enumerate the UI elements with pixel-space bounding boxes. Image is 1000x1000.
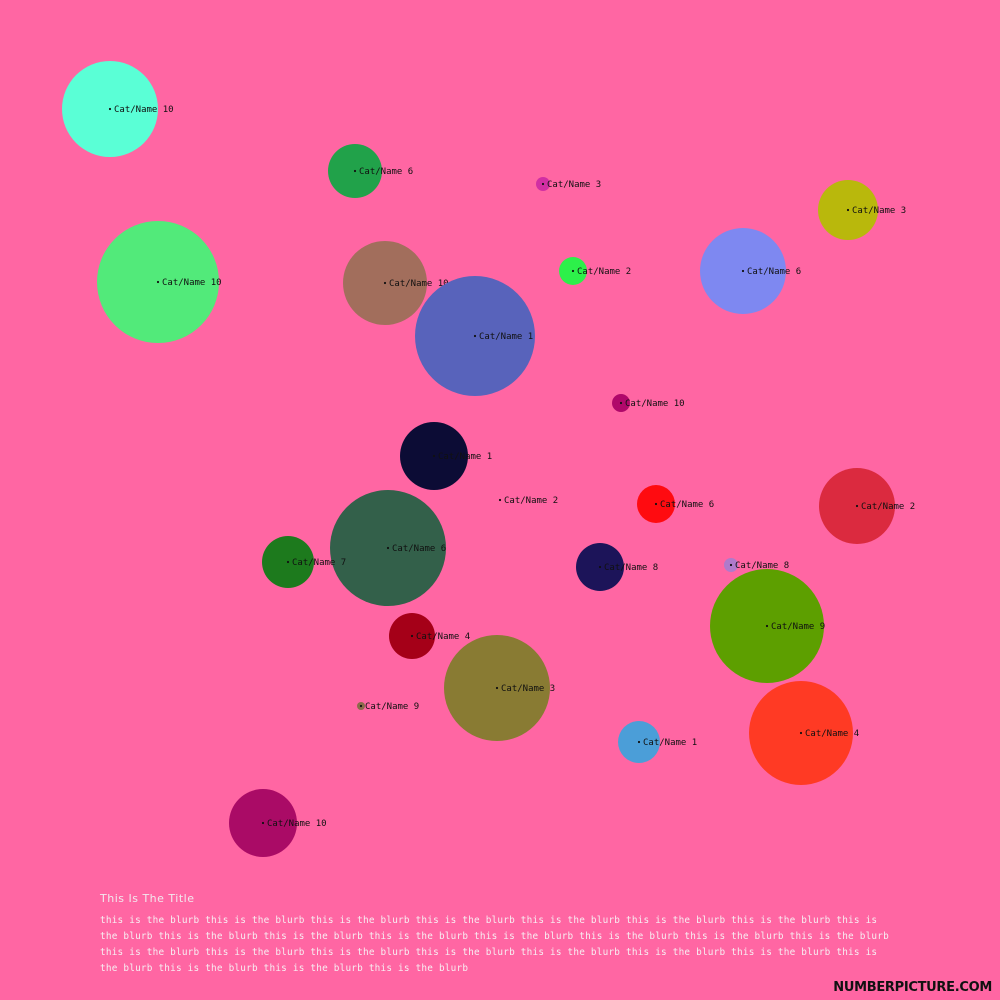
bubble-point: Cat/Name 2 bbox=[559, 257, 631, 285]
bubble-point: Cat/Name 6 bbox=[330, 490, 446, 606]
bubble-point: Cat/Name 1 bbox=[415, 276, 535, 396]
bubble-point: Cat/Name 6 bbox=[637, 485, 714, 523]
bubble-point: Cat/Name 10 bbox=[229, 789, 327, 857]
bubble-label: Cat/Name 10 bbox=[267, 819, 327, 829]
bubble-center-dot bbox=[495, 686, 499, 690]
bubble-center-dot bbox=[261, 821, 265, 825]
bubble-label: Cat/Name 9 bbox=[365, 702, 419, 712]
bubble-center-dot bbox=[855, 504, 859, 508]
bubble-center-dot bbox=[410, 634, 414, 638]
bubble-point: Cat/Name 8 bbox=[724, 558, 789, 572]
bubble-point: Cat/Name 10 bbox=[343, 241, 449, 325]
bubble-label: Cat/Name 10 bbox=[625, 399, 685, 409]
bubble-point: Cat/Name 7 bbox=[262, 536, 346, 588]
bubble-center-dot bbox=[846, 208, 850, 212]
bubble-label: Cat/Name 1 bbox=[438, 452, 492, 462]
bubble-point: Cat/Name 10 bbox=[62, 61, 174, 157]
bubble-label: Cat/Name 1 bbox=[643, 738, 697, 748]
bubble-center-dot bbox=[637, 740, 641, 744]
bubble-label: Cat/Name 6 bbox=[392, 544, 446, 554]
bubble-point: Cat/Name 3 bbox=[818, 180, 906, 240]
bubble-label: Cat/Name 3 bbox=[547, 180, 601, 190]
bubble-label: Cat/Name 7 bbox=[292, 558, 346, 568]
bubble-point: Cat/Name 2 bbox=[498, 496, 558, 506]
bubble-center-dot bbox=[741, 269, 745, 273]
brand-logo-text: NUMBERPICTURE.COM bbox=[833, 980, 992, 995]
bubble-center-dot bbox=[432, 454, 436, 458]
bubble-center-dot bbox=[359, 704, 363, 708]
chart-title: This Is The Title bbox=[100, 892, 195, 905]
bubble-label: Cat/Name 10 bbox=[389, 279, 449, 289]
bubble-label: Cat/Name 9 bbox=[771, 622, 825, 632]
bubble-point: Cat/Name 6 bbox=[700, 228, 801, 314]
bubble-label: Cat/Name 1 bbox=[479, 332, 533, 342]
bubble-center-dot bbox=[799, 731, 803, 735]
bubble-label: Cat/Name 6 bbox=[359, 167, 413, 177]
bubble-point: Cat/Name 8 bbox=[576, 543, 658, 591]
bubble-center-dot bbox=[765, 624, 769, 628]
bubble-point: Cat/Name 10 bbox=[612, 394, 685, 412]
bubble-center-dot bbox=[383, 281, 387, 285]
bubble-point: Cat/Name 6 bbox=[328, 144, 413, 198]
bubble-center-dot bbox=[386, 546, 390, 550]
bubble-label: Cat/Name 2 bbox=[504, 496, 558, 506]
bubble-label: Cat/Name 3 bbox=[501, 684, 555, 694]
bubble-point: Cat/Name 9 bbox=[710, 569, 825, 683]
bubble-center-dot bbox=[286, 560, 290, 564]
bubble-label: Cat/Name 4 bbox=[416, 632, 470, 642]
bubble-center-dot bbox=[729, 563, 733, 567]
bubble-point: Cat/Name 9 bbox=[357, 702, 419, 712]
bubble-point: Cat/Name 3 bbox=[444, 635, 555, 741]
bubble-label: Cat/Name 3 bbox=[852, 206, 906, 216]
bubble-center-dot bbox=[571, 269, 575, 273]
bubble-center-dot bbox=[598, 565, 602, 569]
bubble-center-dot bbox=[353, 169, 357, 173]
chart-blurb: this is the blurb this is the blurb this… bbox=[100, 915, 889, 974]
bubble-point: Cat/Name 2 bbox=[819, 468, 915, 544]
bubble-center-dot bbox=[541, 182, 545, 186]
bubble-center-dot bbox=[619, 401, 623, 405]
bubble-center-dot bbox=[473, 334, 477, 338]
bubble-label: Cat/Name 8 bbox=[735, 561, 789, 571]
bubble-center-dot bbox=[108, 107, 112, 111]
bubble-point: Cat/Name 3 bbox=[536, 177, 601, 191]
bubble-label: Cat/Name 2 bbox=[861, 502, 915, 512]
bubble-label: Cat/Name 10 bbox=[114, 105, 174, 115]
bubble-point: Cat/Name 1 bbox=[400, 422, 492, 490]
bubble-point: Cat/Name 4 bbox=[389, 613, 470, 659]
bubble-label: Cat/Name 8 bbox=[604, 563, 658, 573]
bubble-point: Cat/Name 1 bbox=[618, 721, 697, 763]
bubble-label: Cat/Name 6 bbox=[747, 267, 801, 277]
bubble-center-dot bbox=[156, 280, 160, 284]
bubble-point: Cat/Name 4 bbox=[749, 681, 859, 785]
bubble-point: Cat/Name 10 bbox=[97, 221, 222, 343]
bubble-label: Cat/Name 4 bbox=[805, 729, 859, 739]
bubble-center-dot bbox=[654, 502, 658, 506]
bubble-center-dot bbox=[498, 498, 502, 502]
bubble-label: Cat/Name 10 bbox=[162, 278, 222, 288]
bubble-label: Cat/Name 2 bbox=[577, 267, 631, 277]
bubble-label: Cat/Name 6 bbox=[660, 500, 714, 510]
